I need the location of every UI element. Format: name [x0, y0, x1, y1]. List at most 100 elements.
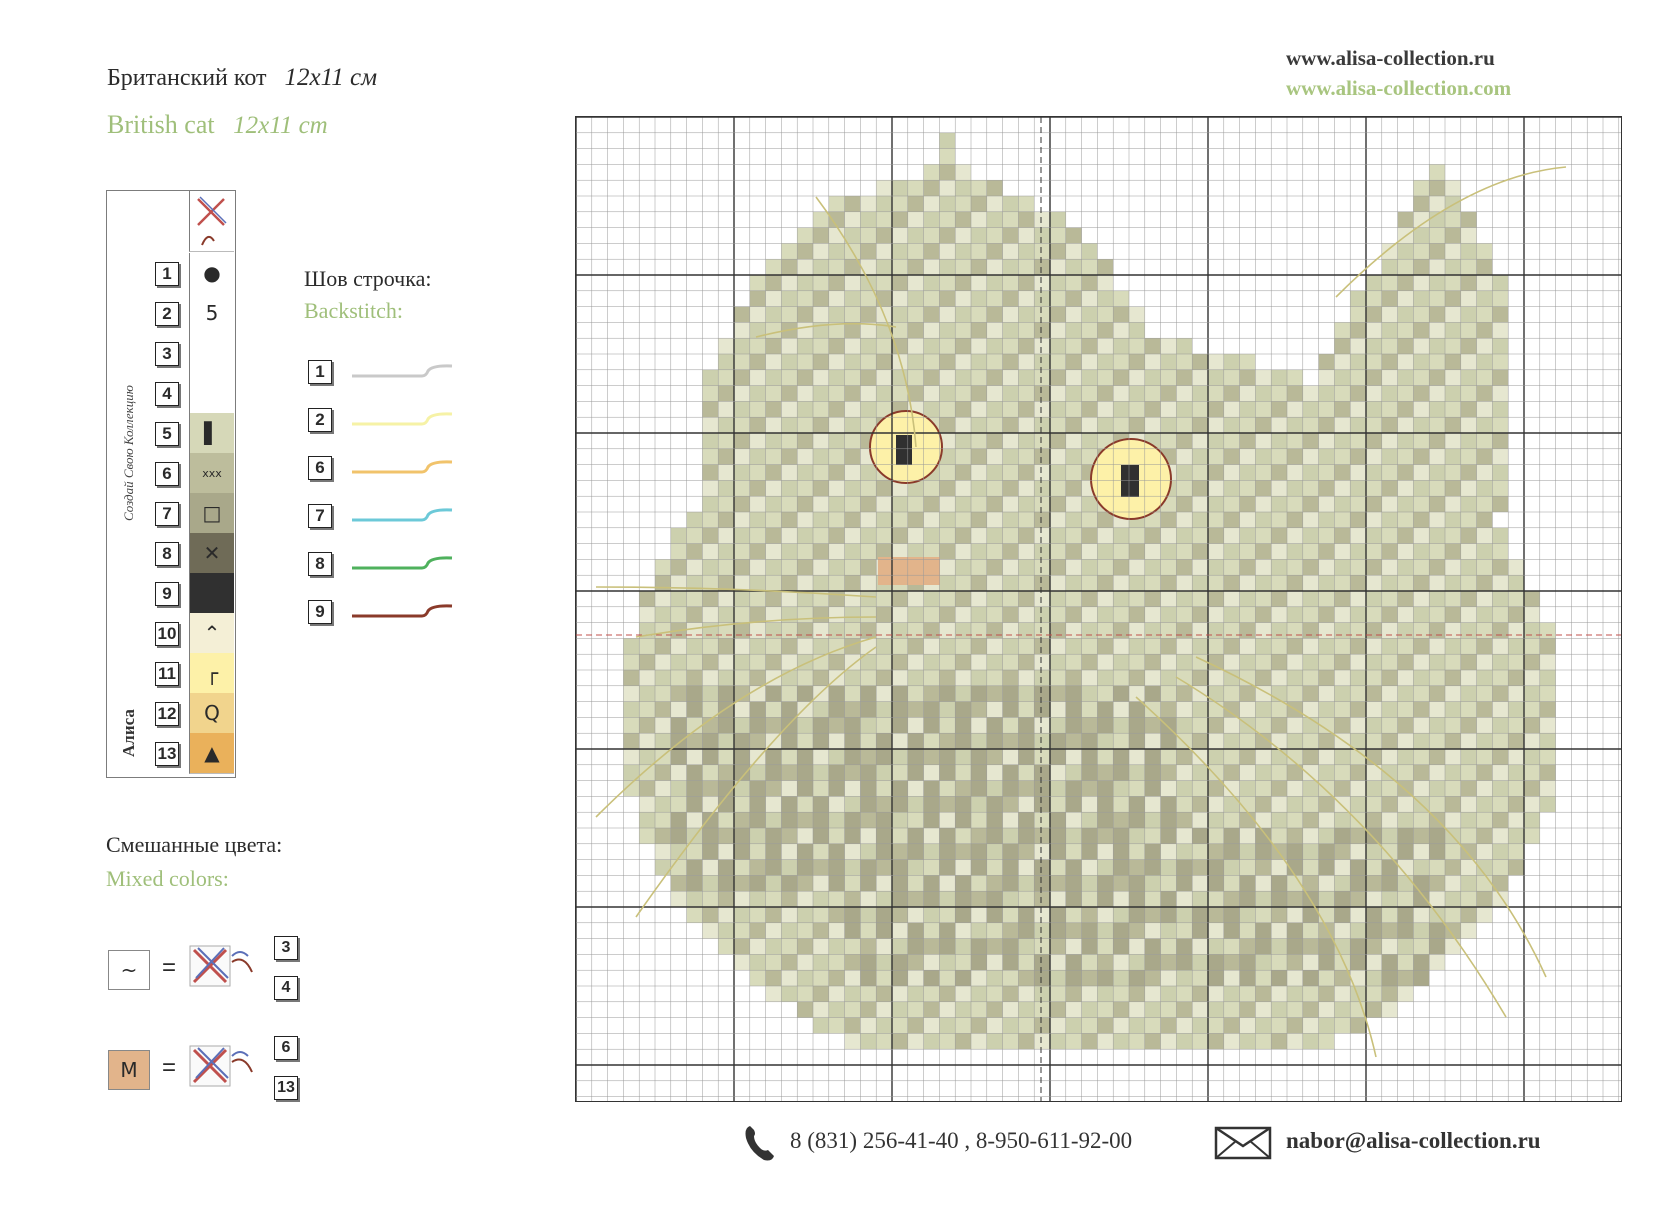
stitch-cell: [718, 401, 734, 418]
stitch-cell: [1366, 322, 1382, 339]
envelope-icon: [1214, 1126, 1272, 1165]
stitch-cell: [844, 922, 861, 939]
stitch-cell: [1208, 1017, 1224, 1034]
stitch-cell: [781, 796, 798, 813]
backstitch-thread-icon: [352, 364, 453, 378]
stitch-cell: [1018, 954, 1035, 971]
website-com[interactable]: www.alisa-collection.com: [1286, 76, 1512, 100]
stitch-cell: [986, 701, 1003, 718]
stitch-cell: [1097, 986, 1114, 1002]
stitch-cell: [1160, 512, 1177, 528]
stitch-cell: [1429, 259, 1445, 275]
stitch-cell: [1018, 338, 1035, 354]
stitch-cell: [813, 243, 829, 260]
stitch-cell: [1381, 512, 1398, 528]
stitch-cell: [1334, 1017, 1351, 1034]
stitch-cell: [1445, 701, 1461, 718]
stitch-cell: [1476, 512, 1493, 528]
stitch-cell: [749, 527, 766, 544]
website-ru[interactable]: www.alisa-collection.ru: [1286, 46, 1495, 70]
stitch-cell: [955, 780, 971, 797]
stitch-cell: [1160, 654, 1177, 670]
stitch-cell: [1239, 670, 1256, 686]
stitch-cell: [655, 733, 671, 749]
stitch-cell: [828, 496, 845, 512]
stitch-cell: [876, 543, 892, 560]
stitch-cell: [1018, 654, 1035, 670]
stitch-cell: [1081, 875, 1098, 892]
stitch-cell: [1097, 670, 1114, 686]
stitch-cell: [986, 922, 1003, 939]
stitch-cell: [876, 938, 892, 955]
stitch-cell: [1445, 259, 1461, 275]
stitch-cell: [813, 622, 829, 639]
stitch-cell: [1081, 354, 1098, 370]
stitch-cell: [1208, 685, 1224, 702]
stitch-cell: [907, 354, 924, 370]
stitch-cell: [1050, 922, 1066, 939]
stitch-cell: [1287, 496, 1303, 512]
stitch-cell: [1460, 227, 1477, 244]
stitch-cell: [1445, 685, 1461, 702]
stitch-cell: [892, 259, 908, 275]
stitch-cell: [1460, 322, 1477, 339]
key-row-6: 6 xxx: [147, 453, 235, 494]
stitch-cell: [1192, 401, 1208, 418]
stitch-cell: [1223, 606, 1240, 623]
mixed-thread-number: 3: [274, 936, 298, 960]
stitch-cell: [670, 875, 687, 892]
stitch-cell: [639, 654, 655, 670]
stitch-cell: [1160, 685, 1177, 702]
stitch-cell: [1460, 527, 1477, 544]
stitch-cell: [1539, 622, 1556, 639]
stitch-cell: [1002, 606, 1019, 623]
stitch-cell: [907, 369, 924, 386]
stitch-cell: [734, 527, 750, 544]
stitch-cell: [1381, 828, 1398, 844]
stitch-cell: [828, 938, 845, 955]
stitch-cell: [907, 180, 924, 196]
stitch-cell: [670, 591, 687, 607]
email-address[interactable]: nabor@alisa-collection.ru: [1286, 1128, 1541, 1153]
stitch-cell: [939, 1017, 956, 1034]
backstitch-thread-icon: [352, 460, 453, 474]
stitch-cell: [718, 575, 734, 591]
stitch-cell: [1208, 591, 1224, 607]
stitch-cell: [955, 164, 971, 181]
stitch-cell: [1445, 796, 1461, 813]
stitch-cell: [797, 891, 813, 907]
stitch-cell: [955, 828, 971, 844]
stitch-cell: [1113, 907, 1129, 923]
stitch-cell: [1413, 907, 1430, 923]
stitch-cell: [1445, 670, 1461, 686]
stitch-cell: [1097, 875, 1114, 892]
stitch-cell: [797, 954, 813, 971]
stitch-cell: [670, 606, 687, 623]
stitch-cell: [1018, 780, 1035, 797]
stitch-cell: [1413, 448, 1430, 465]
backstitch-row-6: 6: [308, 454, 468, 484]
title-ru-text: Британский кот: [107, 65, 267, 91]
stitch-cell: [1018, 749, 1035, 765]
phone-numbers[interactable]: 8 (831) 256-41-40 , 8-950-611-92-00: [790, 1128, 1133, 1153]
stitch-cell: [1097, 812, 1114, 828]
stitch-cell: [1065, 701, 1082, 718]
stitch-cell: [1302, 448, 1319, 465]
stitch-cell: [1255, 717, 1272, 734]
stitch-cell: [986, 433, 1003, 449]
stitch-cell: [1539, 764, 1556, 781]
stitch-cell: [1381, 780, 1398, 797]
stitch-cell: [971, 859, 987, 876]
stitch-cell: [1508, 591, 1524, 607]
stitch-cell: [1018, 448, 1035, 465]
stitch-cell: [1034, 338, 1050, 354]
stitch-cell: [1097, 685, 1114, 702]
stitch-cell: [1018, 606, 1035, 623]
stitch-cell: [1318, 480, 1335, 497]
stitch-cell: [971, 480, 987, 497]
stitch-cell: [749, 670, 766, 686]
stitch-cell: [718, 717, 734, 734]
stitch-cell: [1350, 512, 1366, 528]
stitch-cell: [1144, 543, 1161, 560]
stitch-cell: [1397, 796, 1414, 813]
